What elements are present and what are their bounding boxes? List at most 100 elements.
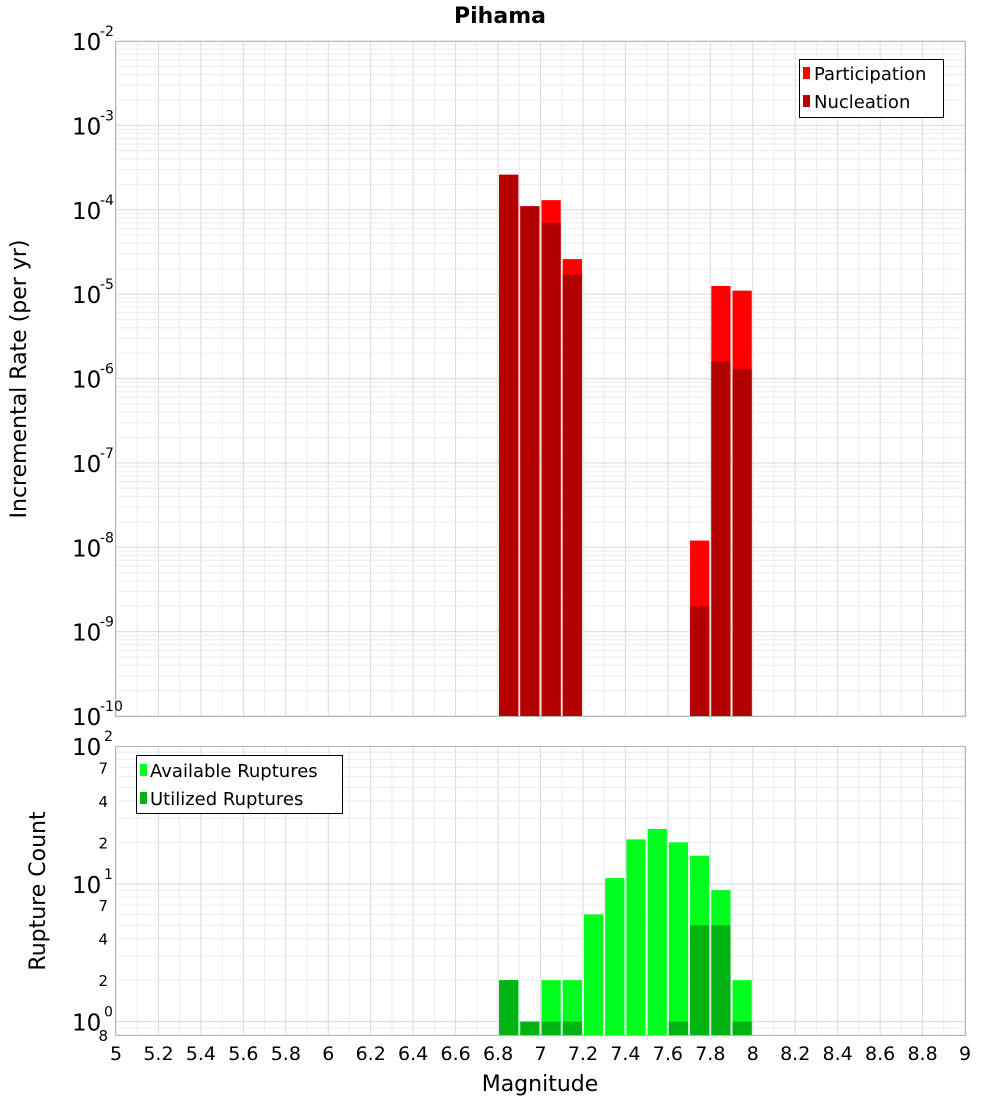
top-y-tick-base: 10	[72, 536, 101, 562]
x-tick-label: 7.2	[568, 1043, 598, 1065]
bottom-y-tick-base: 10	[72, 735, 101, 761]
nucleation-bar	[562, 274, 582, 716]
x-tick-label: 6.8	[483, 1043, 513, 1065]
bottom-y-tick-exponent: 2	[104, 729, 113, 745]
x-tick-labels: 5 5.2 5.4 5.6 5.8 6 6.2 6.4 6.6 6.8 7 7.2 7.4 7.6 7.8 8…	[110, 1043, 971, 1065]
bottom-y-minor-tick: 8	[98, 1027, 108, 1045]
x-tick-label: 5.4	[186, 1043, 216, 1065]
legend-swatch-utilized	[140, 792, 147, 804]
top-y-tick-labels: 10-210-310-410-510-610-710-810-910-10	[72, 24, 123, 731]
utilized-ruptures-bar	[499, 980, 519, 1035]
x-tick-label: 6.6	[440, 1043, 470, 1065]
top-y-tick-base: 10	[72, 621, 101, 647]
x-tick-label: 7.4	[610, 1043, 640, 1065]
utilized-ruptures-bar	[668, 1021, 689, 1035]
x-tick-label: 5.8	[271, 1043, 301, 1065]
x-tick-label: 6.2	[356, 1043, 386, 1065]
x-tick-label: 8.8	[907, 1043, 937, 1065]
top-y-tick-exponent: -6	[100, 362, 114, 378]
legend-swatch-available	[140, 764, 147, 776]
bottom-y-minor-tick: 4	[98, 931, 108, 949]
top-y-tick-exponent: -3	[100, 108, 114, 124]
top-y-tick-exponent: -8	[100, 530, 114, 546]
legend-swatch-participation	[803, 67, 810, 79]
top-y-tick-exponent: -2	[100, 24, 114, 40]
available-ruptures-bar	[668, 842, 689, 1035]
bottom-y-minor-tick: 7	[98, 759, 108, 777]
legend-label-utilized: Utilized Ruptures	[150, 789, 303, 810]
available-ruptures-bar	[562, 980, 582, 1035]
x-tick-label: 7.6	[653, 1043, 683, 1065]
top-plot-frame	[115, 41, 966, 717]
top-y-tick-exponent: -7	[100, 446, 114, 462]
x-axis-label: Magnitude	[482, 1072, 599, 1097]
top-y-tick-base: 10	[72, 114, 101, 140]
top-legend: Participation Nucleation	[799, 59, 944, 118]
top-y-tick-exponent: -5	[100, 277, 114, 293]
top-y-tick-base: 10	[72, 705, 101, 731]
x-tick-label: 5	[110, 1043, 122, 1065]
legend-label-nucleation: Nucleation	[814, 92, 910, 113]
top-y-tick-base: 10	[72, 283, 101, 309]
x-tick-label: 5.6	[228, 1043, 258, 1065]
legend-label-participation: Participation	[814, 64, 926, 85]
x-tick-label: 6.4	[398, 1043, 428, 1065]
x-tick-label: 6	[322, 1043, 334, 1065]
available-ruptures-bar	[732, 980, 752, 1035]
chart-title: Pihama	[454, 4, 546, 29]
x-tick-label: 8.6	[865, 1043, 895, 1065]
bottom-y-minor-tick: 2	[98, 834, 108, 852]
available-ruptures-bar	[605, 878, 625, 1035]
top-y-tick-base: 10	[72, 452, 101, 478]
nucleation-bar	[732, 368, 752, 716]
utilized-ruptures-bar	[520, 1021, 540, 1035]
utilized-ruptures-bar	[732, 1021, 752, 1035]
bottom-y-tick-exponent: 0	[104, 1005, 113, 1021]
top-y-tick-base: 10	[72, 368, 101, 394]
x-tick-label: 7.8	[695, 1043, 725, 1065]
top-y-tick-exponent: -10	[100, 699, 123, 715]
nucleation-bar	[690, 606, 710, 716]
x-tick-label: 9	[959, 1043, 971, 1065]
bottom-y-tick-exponent: 1	[104, 867, 113, 883]
x-tick-label: 8	[747, 1043, 759, 1065]
x-tick-label: 5.2	[143, 1043, 173, 1065]
utilized-ruptures-bar	[711, 925, 731, 1035]
nucleation-bar	[711, 361, 731, 716]
legend-swatch-nucleation	[803, 95, 810, 107]
bottom-y-minor-tick: 4	[98, 793, 108, 811]
bottom-plot-frame	[115, 746, 966, 1036]
bottom-legend-box	[136, 755, 343, 814]
top-y-tick-base: 10	[72, 199, 101, 225]
nucleation-bar	[499, 174, 519, 716]
available-ruptures-bar	[583, 914, 604, 1035]
bottom-y-axis-label: Rupture Count	[26, 811, 51, 971]
top-bars	[499, 174, 752, 716]
legend-label-available: Available Ruptures	[150, 761, 318, 782]
top-y-tick-exponent: -9	[100, 615, 114, 631]
bottom-bars	[499, 828, 752, 1035]
available-ruptures-bar	[647, 828, 667, 1035]
available-ruptures-bar	[626, 839, 646, 1035]
x-tick-label: 8.4	[823, 1043, 853, 1065]
bottom-y-tick-base: 10	[72, 1011, 101, 1037]
bottom-y-tick-base: 10	[72, 873, 101, 899]
available-ruptures-bar	[541, 980, 561, 1035]
x-tick-label: 7	[534, 1043, 546, 1065]
nucleation-bar	[520, 206, 540, 716]
top-y-axis-label: Incremental Rate (per yr)	[7, 240, 32, 519]
x-tick-label: 8.2	[780, 1043, 810, 1065]
top-grid	[115, 40, 966, 717]
bottom-y-minor-tick: 7	[98, 897, 108, 915]
bottom-y-minor-tick: 2	[98, 972, 108, 990]
top-legend-box	[799, 59, 944, 118]
bottom-legend: Available Ruptures Utilized Ruptures	[136, 755, 343, 814]
top-y-tick-exponent: -4	[100, 193, 114, 209]
top-panel: 10-210-310-410-510-610-710-810-910-10 In…	[7, 24, 966, 731]
utilized-ruptures-bar	[562, 1021, 582, 1035]
top-y-tick-base: 10	[72, 30, 101, 56]
utilized-ruptures-bar	[541, 1021, 561, 1035]
